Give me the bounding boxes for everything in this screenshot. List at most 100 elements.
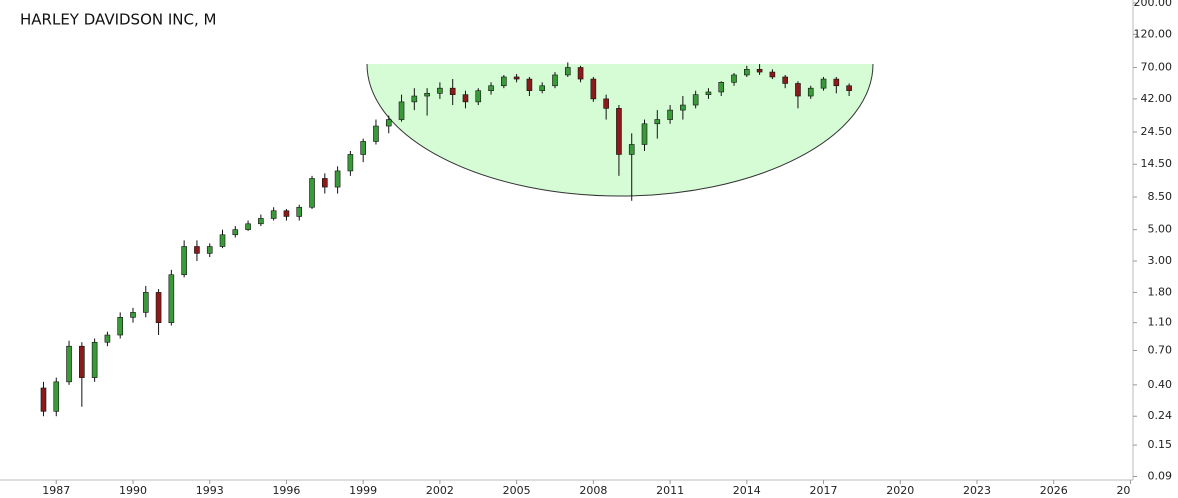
y-tick-label: 0.70: [1148, 343, 1173, 356]
candle-body: [795, 83, 801, 97]
candle-body: [424, 92, 430, 97]
candle-body: [309, 178, 315, 208]
candle-body: [130, 312, 136, 318]
candle-body: [603, 98, 609, 109]
y-tick-label: 14.50: [1141, 157, 1173, 170]
x-tick-label: 1993: [196, 484, 224, 497]
y-tick-label: 0.15: [1148, 438, 1173, 451]
x-tick-label: 2011: [656, 484, 684, 497]
chart-title: HARLEY DAVIDSON INC, M: [20, 11, 216, 29]
candle-body: [654, 119, 661, 125]
candle-body: [782, 76, 788, 84]
candle-body: [66, 345, 72, 383]
candle-body: [40, 387, 47, 412]
x-tick-label: 1990: [119, 484, 147, 497]
y-tick-label: 0.09: [1148, 469, 1173, 482]
x-tick-label: 2014: [733, 484, 761, 497]
candle-body: [194, 246, 200, 254]
candle-body: [270, 210, 277, 219]
y-tick-label: 1.80: [1148, 285, 1173, 298]
y-tick-label: 3.00: [1148, 254, 1173, 267]
x-tick-label: 2026: [1040, 484, 1068, 497]
candle-body: [577, 67, 584, 80]
candle-body: [628, 144, 635, 155]
candle-body: [53, 381, 60, 412]
candle-body: [206, 246, 213, 254]
x-tick-label: 2002: [426, 484, 454, 497]
candle-body: [833, 78, 840, 87]
candle-body: [475, 90, 482, 103]
y-tick-label: 5.00: [1148, 223, 1173, 236]
candle-body: [501, 76, 507, 87]
candle-body: [667, 109, 673, 120]
y-tick-label: 24.50: [1141, 125, 1173, 138]
candle-body: [488, 85, 494, 91]
candle-body: [181, 246, 187, 276]
candle-body: [462, 94, 469, 103]
candle-body: [564, 67, 571, 76]
candle-body: [526, 78, 533, 91]
candle-body: [168, 274, 175, 323]
candle-body: [219, 234, 226, 247]
candle-body: [680, 104, 686, 111]
candle-body: [398, 101, 405, 120]
candle-body: [846, 85, 852, 91]
candle-body: [79, 345, 85, 378]
candle-body: [296, 206, 303, 217]
y-tick-label: 1.10: [1148, 316, 1173, 329]
candle-body: [692, 94, 699, 106]
candle-body: [731, 74, 737, 83]
candles: [40, 62, 852, 417]
x-tick-label: 2017: [810, 484, 838, 497]
y-tick-label: 0.40: [1148, 378, 1173, 391]
y-tick-label: 70.00: [1141, 61, 1173, 74]
y-tick-label: 200.00: [1134, 0, 1173, 9]
candle-body: [142, 292, 149, 313]
candle-body: [91, 341, 98, 378]
x-tick-label: 1987: [42, 484, 70, 497]
candle-body: [322, 178, 328, 188]
candle-body: [245, 223, 251, 230]
candle-body: [449, 87, 456, 95]
candle-body: [283, 210, 290, 217]
y-tick-label: 8.50: [1148, 190, 1173, 203]
candle-body: [104, 334, 111, 343]
candle-body: [258, 218, 264, 225]
candle-body: [360, 141, 366, 155]
x-tick-label: 20: [1116, 484, 1130, 497]
y-tick-label: 42.00: [1141, 92, 1173, 105]
candle-body: [334, 170, 341, 188]
candle-body: [117, 317, 124, 336]
candle-body: [641, 123, 648, 145]
candle-body: [756, 68, 763, 73]
candle-body: [769, 71, 776, 78]
candle-body: [718, 82, 725, 93]
x-tick-label: 2023: [963, 484, 991, 497]
bowl-arc: [366, 63, 874, 197]
candle-body: [552, 74, 558, 87]
x-tick-label: 2008: [579, 484, 607, 497]
candle-body: [539, 85, 546, 91]
candle-body: [513, 76, 520, 80]
x-tick-label: 2005: [503, 484, 531, 497]
candle-body: [807, 87, 814, 97]
candle-body: [820, 78, 827, 89]
y-tick-label: 0.24: [1148, 409, 1173, 422]
candle-body: [373, 125, 379, 142]
candle-body: [616, 108, 622, 155]
y-tick-label: 120.00: [1134, 27, 1173, 40]
x-tick-label: 1999: [349, 484, 377, 497]
candle-body: [744, 68, 750, 76]
x-tick-label: 2020: [886, 484, 914, 497]
candle-body: [155, 292, 162, 323]
candle-body: [232, 229, 239, 236]
x-tick-label: 1996: [272, 484, 300, 497]
candle-body: [705, 91, 712, 95]
candle-body: [411, 95, 418, 103]
candle-body: [437, 87, 443, 94]
candle-body: [385, 119, 392, 127]
candle-body: [347, 154, 354, 172]
candle-body: [590, 78, 597, 100]
